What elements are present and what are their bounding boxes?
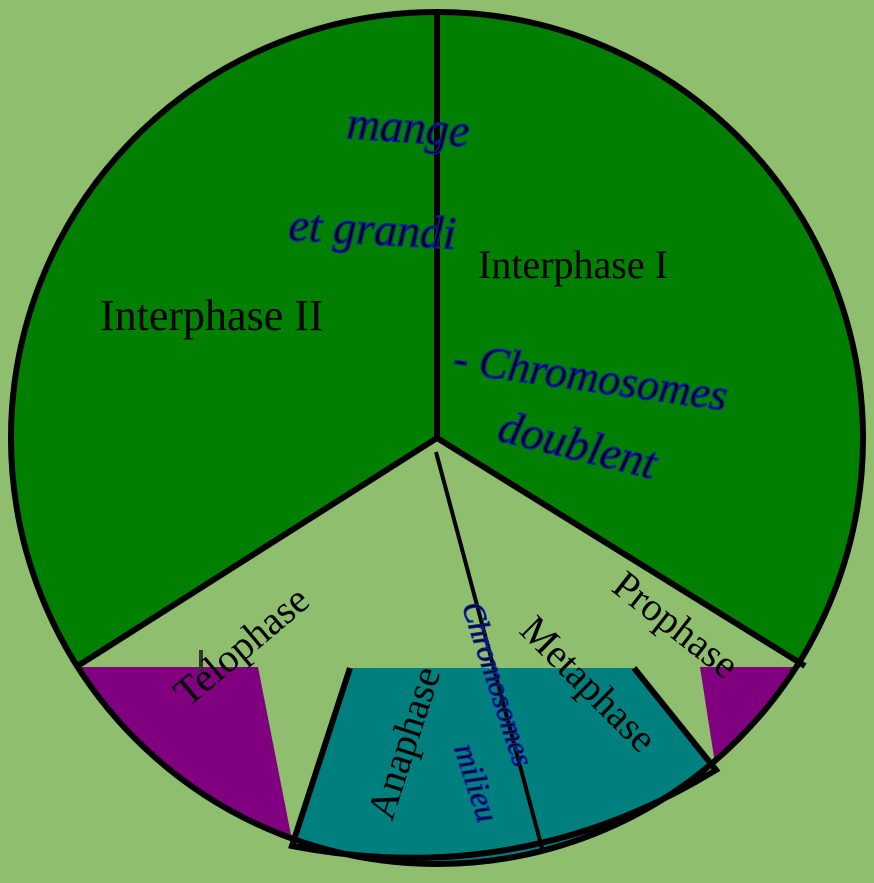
divider-right [435, 435, 807, 669]
interphase-2-label: Interphase II [100, 291, 324, 340]
interphase-1-label: Interphase I [478, 242, 668, 287]
divider-metaphase-anaphase [434, 451, 544, 849]
interphase-2-region [11, 12, 437, 700]
handwriting-line-2: et grandi [287, 199, 457, 259]
teal-outline [288, 666, 721, 861]
interphase-1-region [437, 12, 863, 700]
divider-left [74, 435, 439, 670]
handwriting-line-1: mange [345, 97, 471, 156]
